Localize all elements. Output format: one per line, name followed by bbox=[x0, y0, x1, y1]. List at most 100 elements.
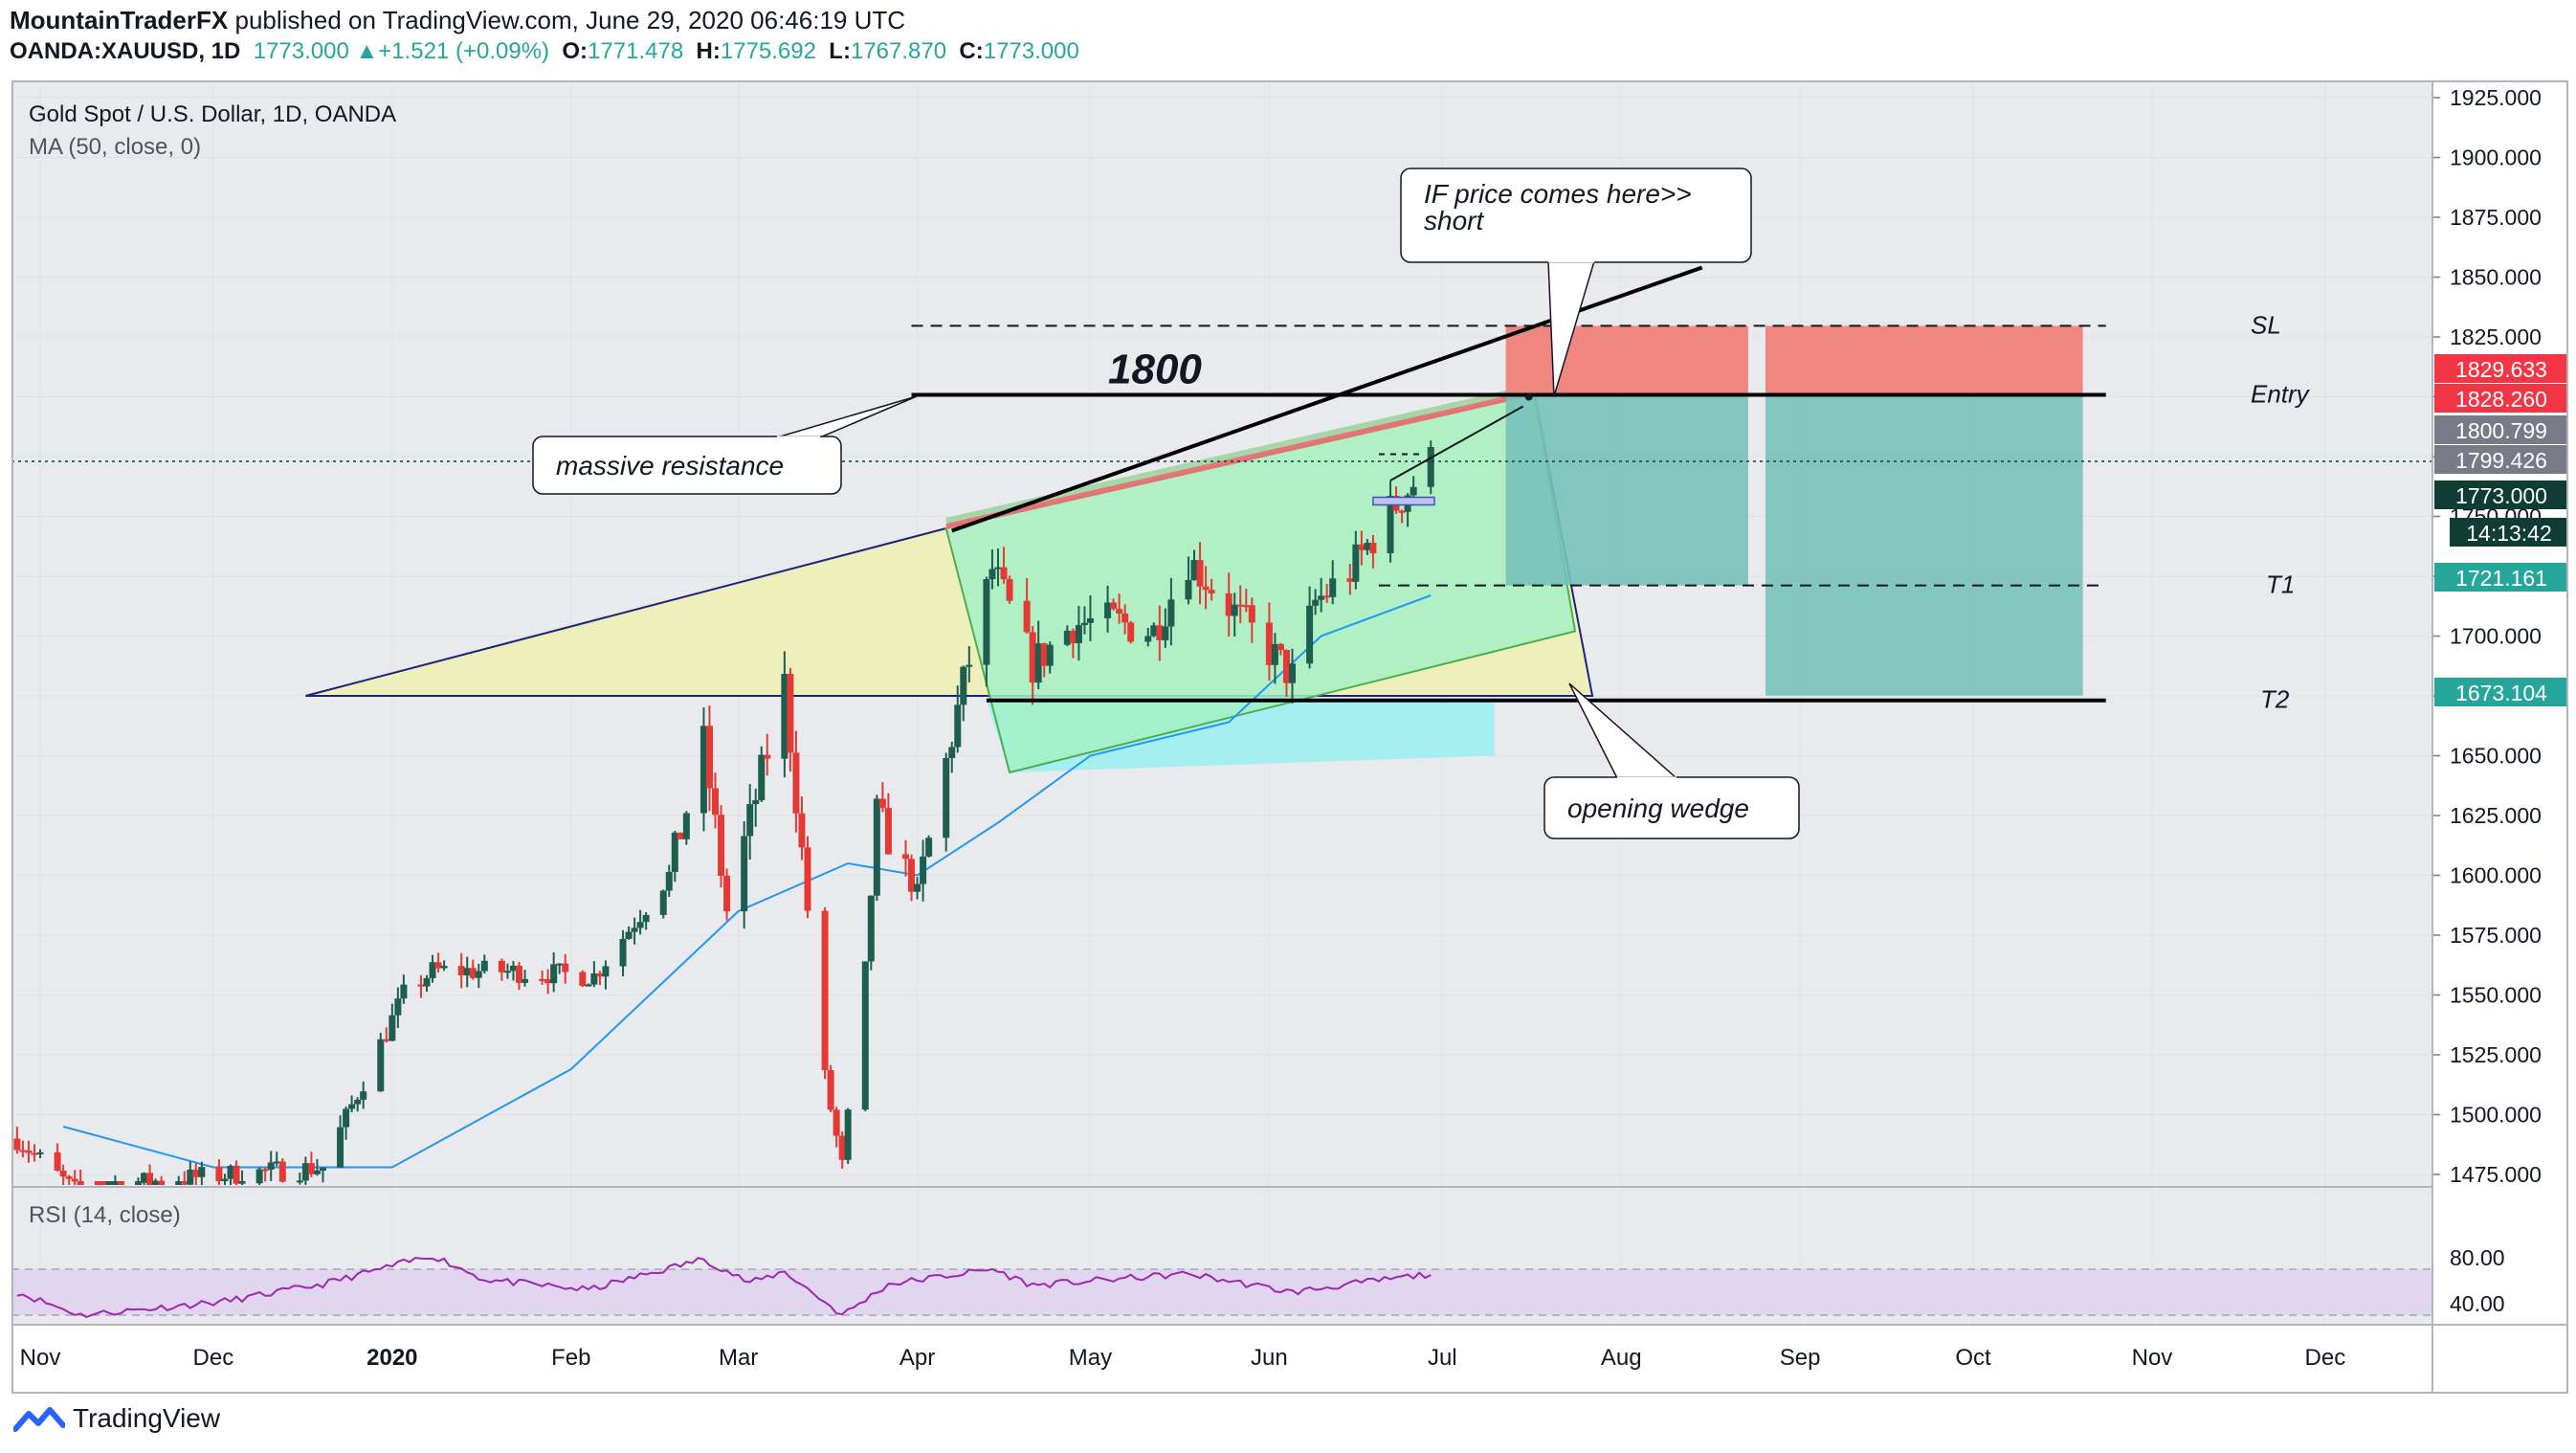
time-axis-label: Apr bbox=[899, 1345, 935, 1371]
candle-body bbox=[758, 754, 766, 800]
price-label-box bbox=[2434, 415, 2568, 444]
candle-body bbox=[712, 788, 720, 816]
candle-body bbox=[337, 1127, 344, 1168]
candle-body bbox=[544, 979, 552, 984]
candle-body bbox=[423, 977, 431, 987]
t1-label: T1 bbox=[2266, 570, 2295, 599]
candle-body bbox=[1034, 643, 1042, 683]
candle-body bbox=[1110, 602, 1118, 610]
candle-body bbox=[238, 1181, 246, 1184]
candle-body bbox=[360, 1091, 367, 1101]
candle-body bbox=[307, 1163, 315, 1174]
candle-body bbox=[1265, 622, 1273, 665]
candle-body bbox=[988, 569, 996, 580]
candle-body bbox=[105, 1181, 113, 1185]
candle-body bbox=[192, 1170, 200, 1177]
publish-header: MountainTraderFX published on TradingVie… bbox=[10, 6, 905, 35]
candle-body bbox=[960, 666, 967, 705]
candle-body bbox=[671, 832, 678, 872]
candle-body bbox=[417, 984, 425, 987]
entry-label: Entry bbox=[2251, 380, 2311, 409]
price-label-text: 1828.260 bbox=[2455, 387, 2547, 412]
candle-body bbox=[1029, 632, 1036, 683]
candle-body bbox=[1127, 622, 1135, 642]
time-axis-label: Feb bbox=[551, 1345, 590, 1371]
candle-body bbox=[539, 978, 546, 981]
candle-body bbox=[1369, 543, 1377, 554]
time-axis-label: Dec bbox=[193, 1345, 234, 1371]
candle-body bbox=[233, 1165, 240, 1184]
stop-loss-zone bbox=[1765, 325, 2083, 395]
candle-body bbox=[1196, 560, 1204, 587]
candle-body bbox=[498, 960, 505, 972]
candle-body bbox=[1086, 617, 1094, 623]
price-tick-label: 1700.000 bbox=[2450, 624, 2542, 649]
candle-body bbox=[920, 856, 927, 884]
price-label-text: 1799.426 bbox=[2455, 448, 2547, 473]
candle-body bbox=[827, 1070, 834, 1110]
candle-body bbox=[1150, 625, 1158, 637]
author-name[interactable]: MountainTraderFX bbox=[10, 6, 229, 34]
candle-body bbox=[1323, 595, 1331, 598]
candle-body bbox=[579, 972, 587, 986]
series-title[interactable]: Gold Spot / U.S. Dollar, 1D, OANDA bbox=[29, 101, 397, 127]
candle-body bbox=[100, 1181, 107, 1185]
candle-body bbox=[861, 961, 869, 1110]
massive-resistance-callout-box bbox=[532, 436, 842, 495]
candle-body bbox=[440, 966, 448, 969]
candle-body bbox=[181, 1181, 189, 1185]
candle-body bbox=[1104, 602, 1112, 618]
candle-body bbox=[884, 808, 892, 855]
candle-body bbox=[1162, 626, 1169, 640]
candle-body bbox=[1242, 605, 1250, 608]
price-label-text: 1829.633 bbox=[2455, 357, 2547, 382]
symbol-label: OANDA:XAUUSD, 1D bbox=[10, 38, 241, 64]
up-arrow-icon: ▲ bbox=[355, 38, 379, 64]
candle-body bbox=[1306, 605, 1314, 664]
candle-body bbox=[665, 871, 673, 891]
candle-body bbox=[1046, 644, 1054, 666]
time-axis-label: Nov bbox=[20, 1345, 61, 1371]
candle-body bbox=[480, 960, 488, 972]
rsi-legend[interactable]: RSI (14, close) bbox=[29, 1202, 181, 1228]
candle-body bbox=[741, 836, 748, 912]
channel-edge-stripe bbox=[945, 391, 1535, 527]
candle-body bbox=[1023, 600, 1031, 633]
candle-body bbox=[873, 798, 880, 896]
candle-body bbox=[36, 1151, 44, 1154]
stop-loss-zone bbox=[1505, 325, 1748, 395]
price-label-box bbox=[2434, 678, 2568, 706]
candle-body bbox=[562, 963, 569, 972]
candle-body bbox=[787, 674, 794, 753]
candle-body bbox=[522, 978, 529, 983]
candle-body bbox=[556, 963, 564, 966]
tradingview-footer[interactable]: TradingView bbox=[13, 1403, 220, 1434]
chart-frame[interactable]: SL Entry T1 T2 1800 massive resistance openin… bbox=[11, 80, 2568, 1394]
candle-body bbox=[700, 726, 707, 814]
price-label-box bbox=[2434, 481, 2568, 509]
candle-body bbox=[746, 804, 754, 837]
ma-legend[interactable]: MA (50, close, 0) bbox=[29, 134, 202, 160]
candle-body bbox=[54, 1151, 61, 1172]
price-label-text: 1773.000 bbox=[2455, 483, 2547, 508]
candle-body bbox=[1318, 595, 1325, 600]
rsi-indicator bbox=[11, 1257, 2432, 1319]
price-label-text: 1800.799 bbox=[2455, 418, 2547, 443]
candle-body bbox=[457, 966, 465, 976]
candle-body bbox=[878, 798, 886, 809]
candle-body bbox=[65, 1176, 73, 1179]
price-label-box bbox=[2434, 445, 2568, 474]
open-label: O: bbox=[562, 38, 588, 64]
time-axis-label: Sep bbox=[1780, 1345, 1821, 1371]
time-axis-label: Oct bbox=[1955, 1345, 1991, 1371]
candle-body bbox=[1063, 630, 1071, 645]
time-axis-label: Dec bbox=[2305, 1345, 2346, 1371]
candle-body bbox=[1387, 496, 1394, 554]
candle-body bbox=[908, 859, 916, 892]
price-chart[interactable]: SL Entry T1 T2 1800 massive resistance openin… bbox=[11, 80, 2568, 1394]
candle-body bbox=[313, 1170, 321, 1174]
candle-body bbox=[31, 1152, 38, 1155]
candle-body bbox=[833, 1109, 840, 1136]
candle-body bbox=[94, 1181, 101, 1185]
candle-body bbox=[1236, 604, 1244, 607]
